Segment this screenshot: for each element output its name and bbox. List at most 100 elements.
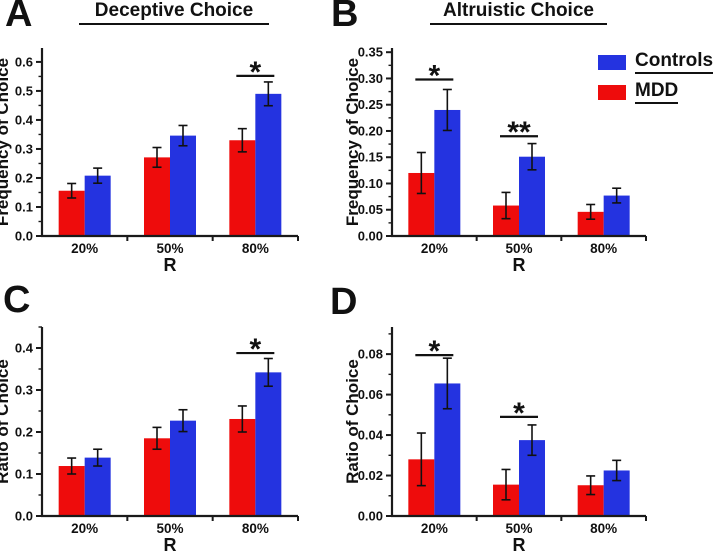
y-tick-label: 0.06 [358, 387, 383, 402]
controls-color-swatch [598, 54, 626, 70]
bar-controls-50% [170, 420, 196, 516]
panel-a-label: A [5, 0, 33, 35]
y-tick-label: 0.00 [358, 509, 383, 524]
x-tick-label-80%: 80% [590, 521, 617, 536]
x-tick-label-20%: 20% [71, 241, 98, 256]
y-tick-label: 0.2 [15, 425, 33, 440]
legend: Controls MDD [598, 50, 714, 111]
error-bar-mdd-50% [152, 146, 162, 169]
significance-asterisk: * [249, 56, 261, 89]
bar-mdd-50% [144, 438, 170, 516]
error-bar-mdd-50% [501, 191, 511, 220]
y-tick-label: 0.1 [15, 467, 33, 482]
error-bar-controls-80% [612, 459, 622, 482]
x-tick-label-80%: 80% [242, 521, 269, 536]
error-bar-controls-20% [442, 357, 452, 410]
x-axis-title: R [513, 535, 526, 555]
y-axis-title: Frequency of Choice [0, 58, 12, 226]
y-axis-title: Ratio of Choice [0, 359, 12, 484]
error-bar-controls-50% [178, 124, 188, 147]
error-bar-mdd-20% [67, 457, 77, 475]
bar-controls-50% [170, 135, 196, 236]
bar-mdd-80% [229, 418, 256, 516]
x-tick-label-20%: 20% [421, 241, 448, 256]
y-tick-label: 0.00 [358, 229, 383, 244]
x-tick-label-80%: 80% [242, 241, 269, 256]
error-bar-controls-50% [527, 142, 537, 171]
error-bar-controls-80% [612, 187, 622, 204]
bar-controls-20% [84, 457, 111, 516]
y-tick-label: 0.2 [15, 170, 33, 185]
x-axis-title: R [164, 255, 177, 275]
x-tick-label-50%: 50% [505, 521, 532, 536]
panel-a: 20% 50% 80% 0.0 0.1 0.2 0.3 0.4 0.5 0.6Frequency … [0, 48, 299, 275]
y-tick-label: 0.3 [15, 141, 33, 156]
error-bar-mdd-50% [501, 468, 511, 501]
error-bar-mdd-80% [237, 405, 247, 433]
x-tick-label-20%: 20% [421, 521, 448, 536]
y-tick-label: 0.6 [15, 54, 33, 69]
y-tick-label: 0.35 [358, 45, 383, 60]
x-axis-title: R [164, 535, 177, 555]
y-tick-label: 0.1 [15, 199, 33, 214]
panel-d-label: D [330, 281, 358, 323]
panel-c-label: C [3, 279, 31, 321]
y-tick-label: 0.25 [358, 97, 383, 112]
error-bar-mdd-80% [586, 203, 596, 220]
significance-asterisk: ** [507, 116, 531, 149]
panel-b: 20% 50% 80% 0.00 0.05 0.10 0.15 0.20 0.25 0.30 0.3… [343, 45, 647, 275]
error-bar-controls-80% [263, 357, 273, 388]
y-tick-label: 0.02 [358, 468, 383, 483]
legend-label-controls: Controls [635, 50, 714, 74]
legend-label-mdd: MDD [635, 80, 679, 104]
legend-item-mdd: MDD [598, 80, 713, 104]
error-bar-controls-50% [178, 408, 188, 433]
y-axis-title: Frequency of Choice [343, 58, 362, 226]
y-tick-label: 0.4 [15, 112, 34, 127]
y-tick-label: 0.04 [358, 428, 384, 443]
error-bar-controls-20% [93, 167, 103, 184]
significance-asterisk: * [513, 397, 525, 430]
mdd-color-swatch [598, 84, 626, 100]
error-bar-mdd-20% [416, 151, 426, 195]
significance-asterisk: * [249, 333, 261, 366]
y-tick-label: 0.0 [15, 229, 33, 244]
panel-a-title: Deceptive Choice [79, 0, 269, 25]
error-bar-mdd-80% [237, 127, 247, 153]
y-tick-label: 0.20 [358, 123, 383, 138]
bar-mdd-50% [144, 157, 170, 236]
y-tick-label: 0.30 [358, 71, 383, 86]
y-tick-label: 0.0 [15, 509, 33, 524]
y-tick-label: 0.5 [15, 83, 33, 98]
error-bar-mdd-50% [152, 426, 162, 451]
y-tick-label: 0.4 [15, 341, 34, 356]
x-tick-label-50%: 50% [505, 241, 532, 256]
significance-asterisk: * [428, 335, 440, 368]
significance-asterisk: * [428, 60, 440, 93]
x-tick-label-50%: 50% [156, 241, 183, 256]
y-tick-label: 0.08 [358, 347, 383, 362]
y-tick-label: 0.3 [15, 383, 33, 398]
bar-controls-80% [255, 93, 282, 236]
bar-controls-20% [84, 175, 111, 236]
y-tick-label: 0.05 [358, 202, 383, 217]
error-bar-controls-80% [263, 81, 273, 107]
y-tick-label: 0.15 [358, 150, 383, 165]
bar-controls-80% [255, 372, 282, 516]
x-tick-label-80%: 80% [590, 241, 617, 256]
error-bar-controls-20% [442, 88, 452, 132]
error-bar-mdd-20% [67, 182, 77, 199]
panel-b-label: B [331, 0, 359, 35]
x-tick-label-50%: 50% [156, 521, 183, 536]
error-bar-mdd-20% [416, 432, 426, 487]
x-tick-label-20%: 20% [71, 521, 98, 536]
y-tick-label: 0.10 [358, 176, 383, 191]
legend-item-controls: Controls [598, 50, 714, 74]
x-axis-title: R [513, 255, 526, 275]
error-bar-controls-50% [527, 424, 537, 457]
bar-mdd-80% [229, 140, 256, 236]
